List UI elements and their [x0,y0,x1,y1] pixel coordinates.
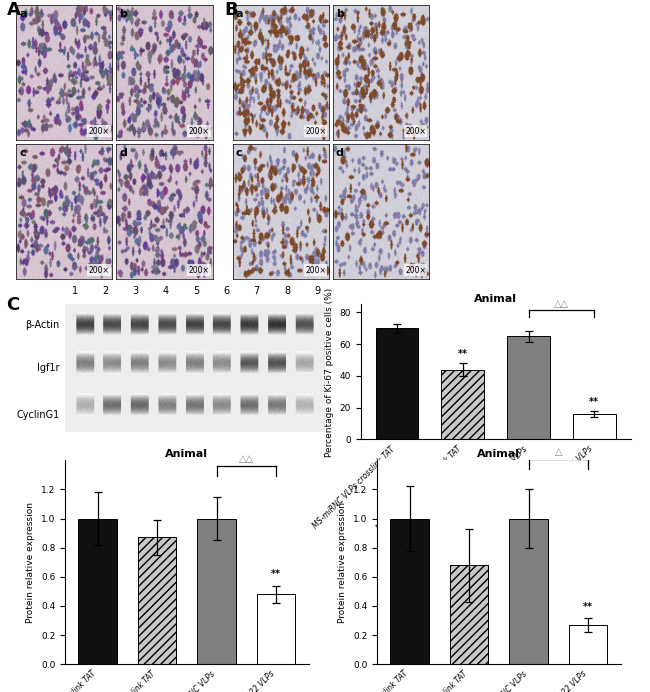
Text: a: a [19,9,27,19]
Text: △: △ [554,446,562,457]
Text: 4: 4 [163,286,169,295]
Bar [391,518,429,664]
Text: 200×: 200× [405,266,426,275]
Text: 9: 9 [314,286,320,295]
Text: 200×: 200× [305,127,326,136]
Y-axis label: Protein relative expression: Protein relative expression [27,502,35,623]
Text: 200×: 200× [305,266,326,275]
Text: 1: 1 [72,286,79,295]
Bar [507,336,550,439]
Text: d: d [119,148,127,158]
Bar [441,370,484,439]
Text: Igf1r: Igf1r [37,363,60,374]
Bar [198,518,236,664]
Text: β-Actin: β-Actin [25,320,60,330]
Text: 200×: 200× [88,266,110,275]
Text: 5: 5 [193,286,200,295]
Text: A: A [6,1,20,19]
Title: Animal: Animal [477,449,521,459]
Text: 2: 2 [103,286,109,295]
Title: Animal: Animal [474,293,517,304]
Text: 3: 3 [133,286,139,295]
Bar [573,414,616,439]
Text: △△: △△ [554,299,569,309]
Text: 200×: 200× [188,127,210,136]
Text: B: B [224,1,238,19]
Text: **: ** [590,397,599,407]
Text: 200×: 200× [188,266,210,275]
Text: c: c [19,148,26,158]
Text: d: d [335,148,344,158]
Bar [376,328,419,439]
Text: c: c [235,148,242,158]
Text: **: ** [583,601,593,612]
Text: CyclinG1: CyclinG1 [16,410,60,419]
Text: 6: 6 [224,286,229,295]
Y-axis label: Percentage of Ki-67 positive cells (%): Percentage of Ki-67 positive cells (%) [325,287,334,457]
Text: **: ** [458,349,468,359]
Text: **: ** [271,570,281,579]
Bar [510,518,548,664]
Text: △△: △△ [239,454,254,464]
Text: C: C [6,296,20,314]
Bar [450,565,488,664]
Text: b: b [335,9,344,19]
Bar [79,518,117,664]
Title: Animal: Animal [165,449,209,459]
Bar [138,538,176,664]
Text: 200×: 200× [405,127,426,136]
Text: b: b [119,9,127,19]
Y-axis label: Protein relative expression: Protein relative expression [339,502,347,623]
Bar [257,594,295,664]
Bar [569,625,607,664]
Text: 8: 8 [284,286,290,295]
Text: a: a [235,9,243,19]
Text: 7: 7 [254,286,260,295]
Text: 200×: 200× [88,127,110,136]
